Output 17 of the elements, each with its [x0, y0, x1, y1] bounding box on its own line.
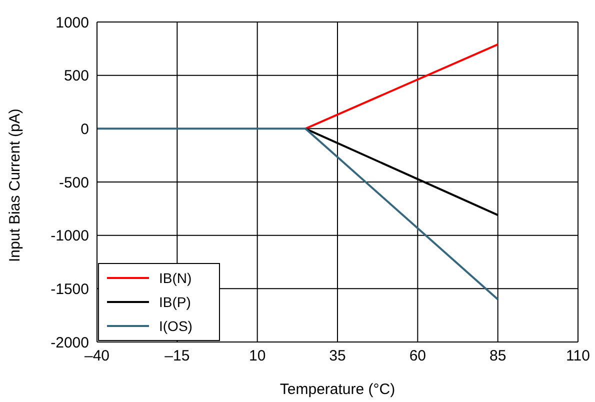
x-tick-label: 85 — [489, 348, 506, 365]
y-tick-label: -1000 — [50, 228, 89, 245]
y-tick-label: 500 — [64, 68, 89, 85]
y-axis-title: Input Bias Current (pA) — [6, 108, 24, 262]
y-tick-label: -500 — [58, 174, 89, 192]
y-tick-label: -1500 — [50, 280, 89, 298]
x-tick-label: 60 — [409, 348, 426, 365]
x-tick-label: –15 — [164, 348, 190, 365]
x-axis-title: Temperature (°C) — [280, 381, 396, 398]
x-tick-label: 35 — [329, 348, 346, 365]
legend-label: I(OS) — [159, 317, 192, 336]
legend-label: IB(P) — [159, 293, 191, 312]
x-tick-label: 110 — [566, 348, 590, 365]
y-tick-label: 0 — [80, 120, 89, 138]
legend-label: IB(N) — [159, 269, 192, 288]
x-tick-label: 10 — [248, 348, 266, 365]
y-tick-label: 1000 — [56, 14, 89, 32]
